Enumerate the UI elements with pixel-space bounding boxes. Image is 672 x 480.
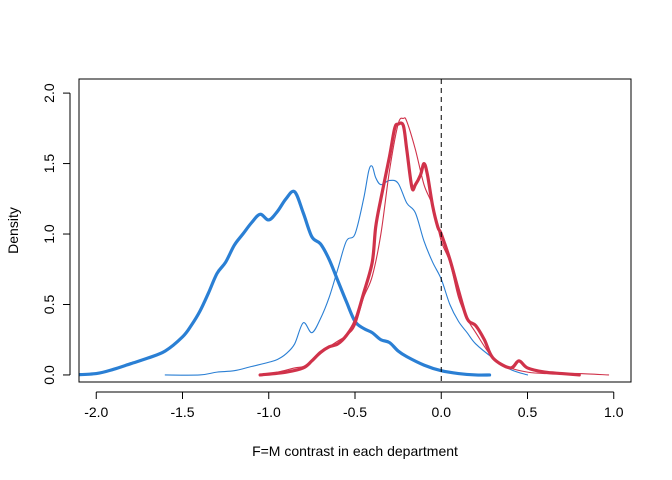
y-tick-label: 0.5 [41, 295, 57, 315]
x-tick-label: -1.0 [257, 404, 281, 420]
y-tick-label: 0.0 [41, 365, 57, 385]
plot-frame [78, 78, 632, 383]
y-axis-title: Density [5, 207, 21, 254]
x-axis: -2.0 -1.5 -1.0 -0.5 0.0 0.5 1.0 [84, 391, 624, 420]
x-tick-label: -1.5 [170, 404, 194, 420]
y-tick-label: 1.5 [41, 154, 57, 174]
x-axis-title: F=M contrast in each department [252, 443, 458, 459]
density-series-1-thick [79, 189, 492, 377]
density-series-2-thin [164, 165, 529, 376]
density-series-3-thin [259, 117, 610, 376]
density-series-4-thick [258, 121, 581, 377]
y-axis: 0.0 0.5 1.0 1.5 2.0 [41, 83, 71, 385]
x-tick-label: 0.0 [432, 404, 452, 420]
x-tick-label: -0.5 [343, 404, 367, 420]
x-tick-label: 1.0 [604, 404, 624, 420]
x-tick-label: -2.0 [84, 404, 108, 420]
y-tick-label: 1.0 [41, 224, 57, 244]
y-tick-label: 2.0 [41, 83, 57, 103]
series-lines-layer [79, 117, 610, 377]
x-tick-label: 0.5 [518, 404, 538, 420]
